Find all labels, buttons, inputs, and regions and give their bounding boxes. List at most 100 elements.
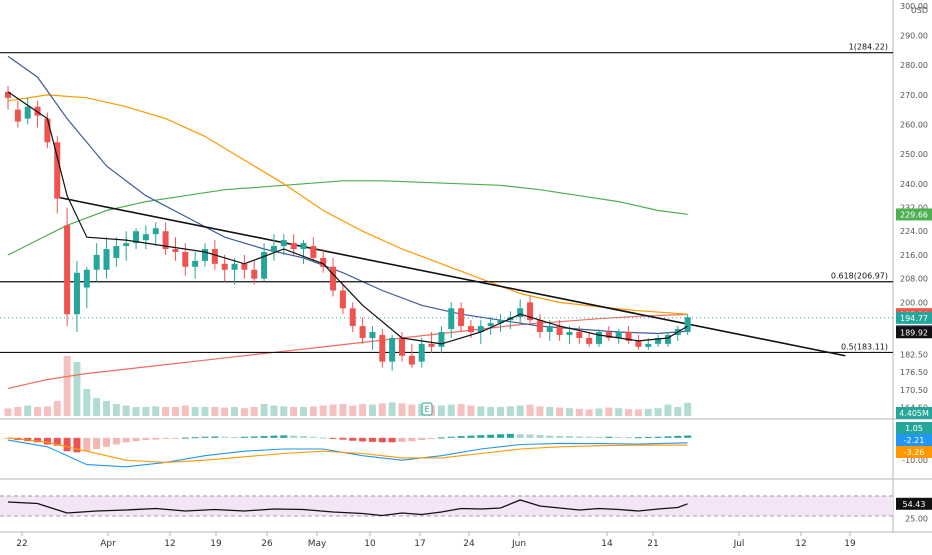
- rsi-band-fill: [0, 496, 893, 516]
- volume-bar: [674, 407, 682, 416]
- macd-histogram-bar: [428, 437, 436, 439]
- ma200-line: [7, 313, 688, 389]
- macd-histogram-bar: [270, 435, 278, 438]
- volume-bar: [634, 409, 642, 416]
- price-tick-label: 182.50: [900, 350, 928, 359]
- macd-histogram-bar: [201, 436, 209, 438]
- candle-body: [251, 269, 258, 279]
- macd-histogram-bar: [162, 437, 170, 439]
- price-tick-label: 232.00: [900, 204, 928, 213]
- price-badge-text: 189.92: [900, 328, 928, 337]
- macd-histogram-bar: [191, 437, 199, 439]
- candle-body: [349, 308, 356, 327]
- macd-histogram-bar: [526, 434, 534, 438]
- macd-badge-text: -2.21: [904, 436, 925, 445]
- macd-histogram-bar: [556, 435, 564, 438]
- candle-body: [389, 337, 396, 362]
- volume-bar: [132, 407, 140, 416]
- candle-body: [142, 234, 149, 241]
- macd-badge: [896, 434, 932, 446]
- volume-bar: [24, 405, 32, 416]
- candle-body: [330, 266, 337, 291]
- price-tick-label: 170.50: [900, 386, 928, 395]
- volume-bar: [644, 408, 652, 416]
- x-tick-label: Jun: [511, 539, 526, 549]
- volume-bar: [211, 407, 219, 416]
- price-badge: [896, 208, 932, 221]
- price-tick-label: 176.50: [900, 368, 928, 377]
- x-tick-label: Jul: [733, 539, 745, 549]
- volume-bar: [349, 405, 357, 416]
- volume-bar: [319, 405, 327, 416]
- macd-histogram-bar: [625, 437, 633, 439]
- macd-histogram-bar: [112, 437, 120, 445]
- volume-bar: [556, 407, 564, 416]
- candle-body: [369, 332, 376, 338]
- volume-bar: [103, 401, 110, 416]
- volume-bar: [595, 408, 603, 416]
- candle-body: [448, 308, 455, 330]
- candle-body: [605, 332, 612, 338]
- volume-bar: [43, 406, 51, 416]
- macd-histogram-bar: [280, 435, 288, 438]
- rsi-badge: [896, 497, 932, 510]
- candle-body: [241, 263, 248, 270]
- x-tick-label: 17: [414, 539, 425, 549]
- volume-bar: [368, 404, 376, 416]
- price-tick-label: 208.00: [900, 275, 928, 284]
- volume-bar: [378, 403, 386, 416]
- candle-body: [615, 332, 622, 338]
- macd-histogram-bar: [418, 437, 426, 441]
- volume-bar: [270, 405, 278, 416]
- macd-histogram-bar: [339, 437, 347, 440]
- candle-body: [438, 332, 445, 347]
- candle-body: [182, 251, 189, 267]
- candle-body: [497, 320, 504, 324]
- candle-body: [290, 243, 297, 250]
- x-tick-label: 10: [364, 539, 376, 549]
- volume-bar: [339, 404, 347, 416]
- price-badge-text: 194.77: [900, 314, 928, 323]
- volume-bar: [457, 404, 465, 416]
- macd-histogram-bar: [595, 436, 603, 438]
- volume-bar: [487, 407, 495, 416]
- macd-histogram-bar: [615, 436, 623, 438]
- macd-histogram-bar: [290, 435, 298, 438]
- x-tick-label: 12: [795, 539, 806, 549]
- candle-body: [487, 323, 494, 327]
- macd-badge-text: 1.05: [905, 424, 923, 433]
- macd-histogram-bar: [231, 436, 239, 438]
- volume-bar: [300, 407, 307, 416]
- candle-body: [133, 231, 140, 244]
- ema-fast-line: [7, 91, 688, 345]
- volume-bar: [231, 407, 239, 416]
- candle-body: [34, 106, 41, 116]
- candle-body: [527, 302, 534, 321]
- macd-histogram-bar: [408, 437, 416, 442]
- rsi-tick-label: 25.00: [905, 515, 928, 524]
- volume-bar: [201, 407, 209, 416]
- x-tick-label: 19: [210, 539, 222, 549]
- candle-body: [280, 240, 287, 247]
- price-tick-label: 224.00: [900, 227, 928, 236]
- volume-bar: [280, 406, 288, 416]
- macd-histogram-bar: [63, 437, 71, 452]
- macd-histogram-bar: [605, 436, 613, 438]
- macd-histogram-bar: [664, 436, 672, 438]
- x-tick-label: 19: [844, 539, 856, 549]
- candle-body: [379, 334, 386, 362]
- price-tick-label: 200.00: [900, 298, 928, 307]
- macd-histogram-bar: [674, 435, 682, 438]
- candle-body: [477, 326, 484, 333]
- volume-bar: [250, 407, 258, 416]
- earnings-marker-label: E: [424, 405, 429, 414]
- macd-histogram-bar: [53, 437, 61, 446]
- volume-bar: [290, 407, 298, 416]
- volume-bar: [122, 405, 130, 416]
- candle-body: [645, 343, 652, 347]
- volume-bar: [625, 409, 633, 416]
- candle-body: [635, 340, 642, 347]
- volume-bar: [467, 405, 475, 416]
